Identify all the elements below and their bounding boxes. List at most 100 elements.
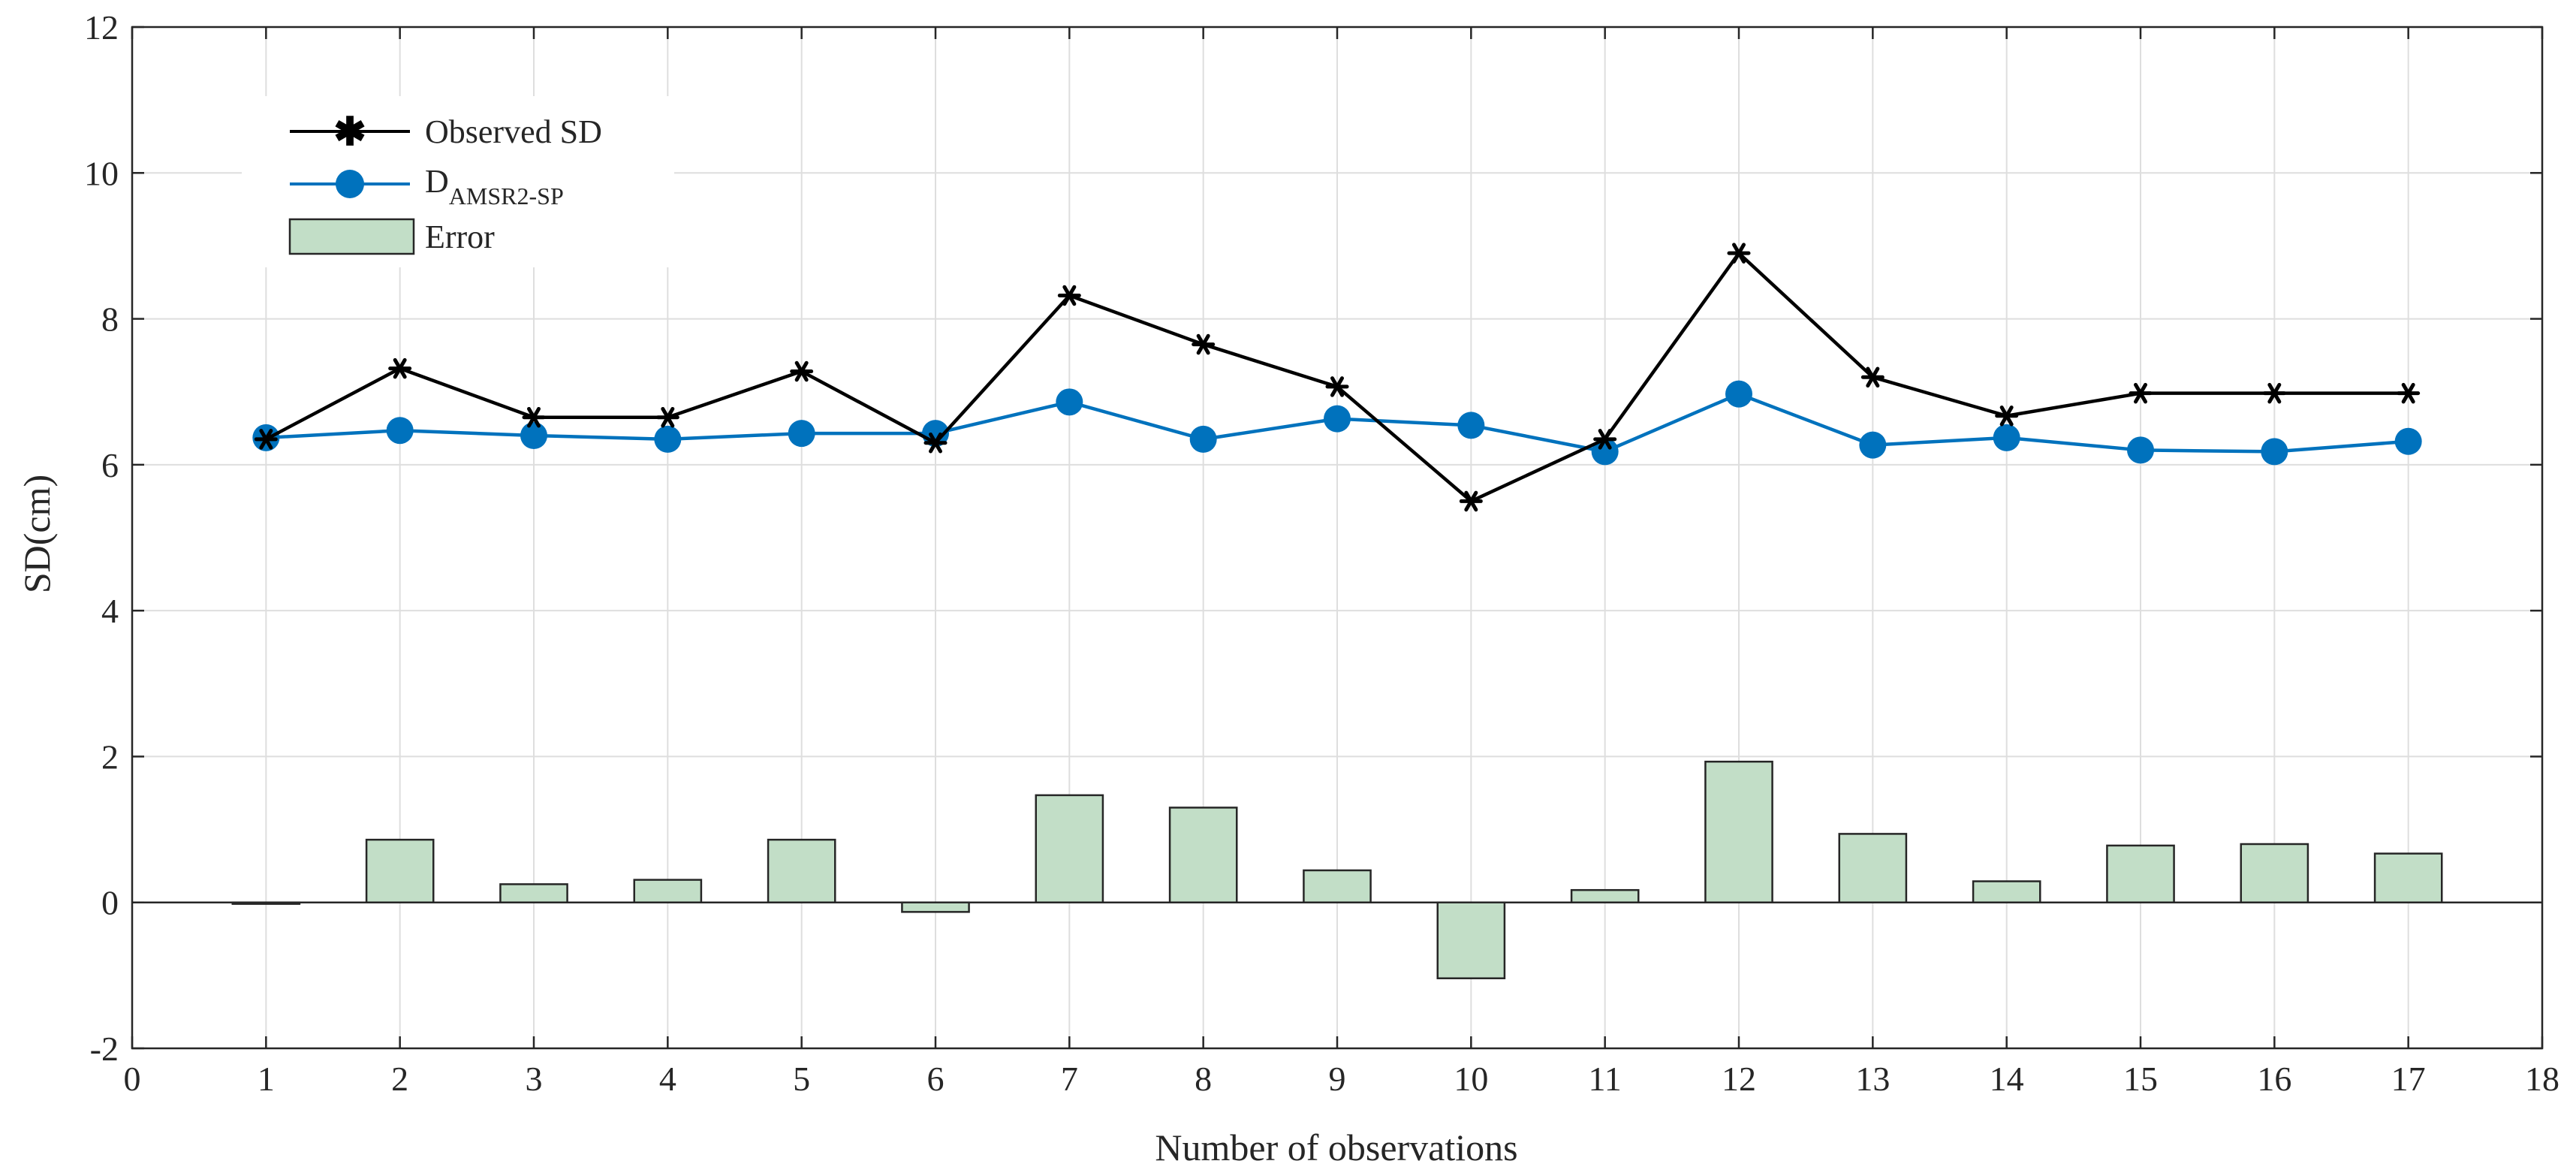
point-observed-sd [2397, 382, 2421, 404]
error-bar [1704, 760, 1773, 903]
y-tick-label: -2 [90, 1030, 119, 1068]
y-tick-label: 8 [101, 300, 119, 339]
legend-circle-marker [336, 170, 364, 198]
point-observed-sd [1995, 406, 2019, 427]
legend-label-observed-sd: Observed SD [425, 113, 602, 150]
point-observed-sd [1459, 490, 1483, 512]
asterisk-stroke [929, 432, 942, 454]
point-observed-sd [388, 357, 412, 379]
point-d [1859, 431, 1887, 459]
x-tick-label: 0 [124, 1060, 141, 1098]
point-observed-sd [1057, 285, 1081, 306]
point-d [1591, 438, 1619, 466]
legend-asterisk-marker: ✱ [333, 111, 366, 154]
asterisk-stroke [2267, 382, 2282, 404]
y-tick-label: 6 [101, 446, 119, 484]
x-tick-label: 18 [2525, 1060, 2559, 1098]
x-tick-label: 8 [1195, 1060, 1212, 1098]
x-tick-label: 2 [391, 1060, 408, 1098]
point-d [1993, 424, 2020, 451]
point-d [2261, 438, 2288, 466]
series-lines [252, 243, 2422, 512]
asterisk-stroke [393, 357, 407, 379]
point-d [2127, 436, 2154, 464]
asterisk-stroke [1062, 285, 1077, 306]
x-tick-label: 14 [1990, 1060, 2024, 1098]
x-tick-label: 3 [526, 1060, 543, 1098]
asterisk-stroke [527, 406, 541, 428]
asterisk-stroke [1999, 406, 2014, 427]
legend-label-d: D [425, 163, 449, 200]
point-observed-sd [254, 429, 278, 450]
error-bar [1570, 888, 1640, 903]
point-d [520, 422, 547, 449]
asterisk-stroke [1866, 366, 1880, 388]
point-observed-sd [1860, 366, 1885, 388]
asterisk-stroke [1330, 376, 1344, 397]
legend-swatch-error [288, 218, 415, 255]
asterisk-stroke [2134, 382, 2147, 404]
x-tick-labels: 0 1 2 3 4 5 6 7 8 9 10 11 12 13 14 15 16 17 18 [124, 1060, 2560, 1098]
asterisk-stroke [1464, 490, 1478, 512]
point-observed-sd [522, 406, 546, 428]
x-tick-label: 1 [258, 1060, 275, 1098]
point-d [386, 417, 414, 445]
legend-entry-observed-sd: ✱ Observed SD [290, 111, 602, 154]
point-d [1324, 405, 1351, 433]
x-tick-label: 9 [1329, 1060, 1346, 1098]
error-bar [1303, 869, 1372, 903]
error-bar [365, 838, 435, 903]
error-bar [1035, 794, 1104, 903]
point-observed-sd [2129, 382, 2153, 404]
point-d [1189, 425, 1217, 453]
legend-entry-damsr2-sp: DAMSR2-SP [290, 163, 564, 210]
error-bar [633, 879, 703, 903]
asterisk-stroke [2401, 382, 2415, 404]
y-axis-label: SD(cm) [16, 475, 58, 593]
axis-ticks [131, 26, 2544, 1050]
legend-label-subscript: AMSR2-SP [449, 182, 564, 210]
point-d [1056, 388, 1083, 416]
asterisk-stroke [1196, 333, 1210, 355]
point-observed-sd [1593, 429, 1617, 450]
asterisk-stroke [1598, 429, 1612, 450]
legend-label-error: Error [425, 219, 495, 255]
error-bar [1168, 807, 1238, 903]
error-bar [2373, 852, 2443, 903]
error-bar [1838, 833, 1908, 903]
x-tick-label: 17 [2391, 1060, 2426, 1098]
point-observed-sd [790, 360, 814, 382]
x-tick-label: 4 [659, 1060, 676, 1098]
error-bar [499, 883, 568, 903]
point-observed-sd [1325, 376, 1349, 397]
y-tick-label: 4 [101, 592, 119, 630]
point-observed-sd [1192, 333, 1216, 355]
error-bar [2106, 844, 2175, 903]
y-tick-label: 12 [84, 8, 119, 47]
asterisk-stroke [661, 406, 675, 428]
x-tick-label: 11 [1589, 1060, 1622, 1098]
point-observed-sd [923, 432, 948, 454]
asterisk-stroke [259, 429, 273, 450]
point-d [1457, 412, 1485, 439]
point-observed-sd [2262, 382, 2286, 404]
x-tick-label: 10 [1454, 1060, 1488, 1098]
legend-label-damsr2-sp: DAMSR2-SP [425, 163, 564, 210]
point-observed-sd [1727, 243, 1751, 264]
y-tick-label: 10 [84, 154, 119, 192]
x-tick-label: 5 [793, 1060, 810, 1098]
error-bar [767, 838, 836, 903]
point-d [788, 420, 815, 448]
x-tick-label: 16 [2257, 1060, 2291, 1098]
point-d [1725, 380, 1752, 408]
y-tick-label: 2 [101, 737, 119, 776]
error-bar [2240, 843, 2309, 903]
asterisk-stroke [794, 360, 809, 382]
x-tick-label: 12 [1722, 1060, 1756, 1098]
x-tick-label: 15 [2123, 1060, 2158, 1098]
x-tick-label: 6 [927, 1060, 945, 1098]
error-bar [231, 901, 301, 905]
legend-entry-error: Error [288, 218, 495, 255]
point-d [654, 425, 682, 453]
